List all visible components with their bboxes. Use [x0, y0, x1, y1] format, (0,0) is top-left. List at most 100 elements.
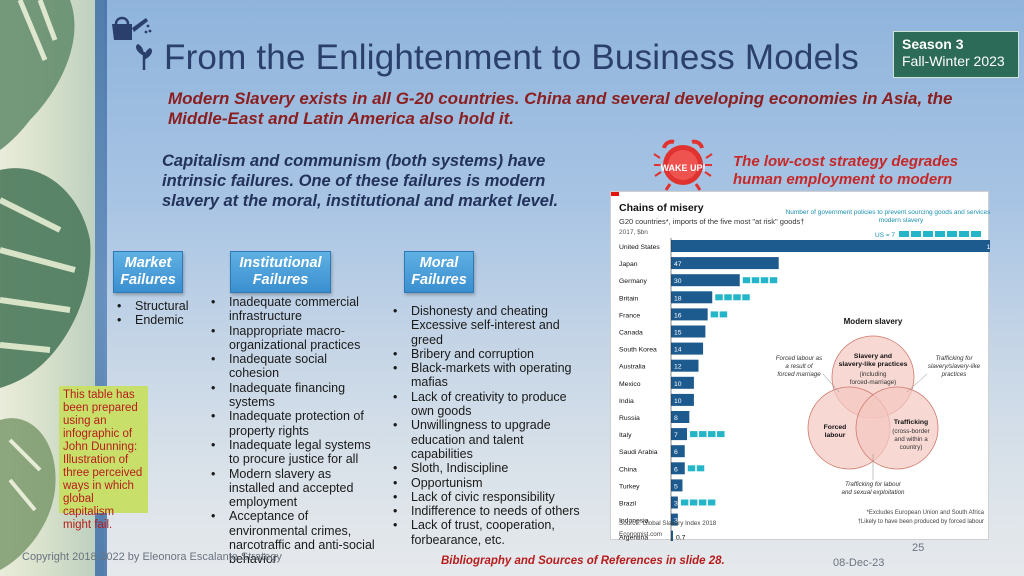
moral-failures-header: Moral Failures: [404, 251, 474, 293]
category-label: Canada: [619, 330, 643, 337]
annotation-bottom-2: and sexual exploitation: [842, 489, 906, 496]
institutional-header-line1: Institutional: [239, 255, 322, 271]
institutional-failure-item: Modern slavery as installed and accepted…: [211, 467, 379, 510]
annotation-right-3: practices: [941, 371, 967, 378]
policy-square: [717, 431, 725, 438]
moral-failure-item: Lack of trust, cooperation, forbearance,…: [393, 518, 581, 547]
bar-value-label: 15: [674, 330, 682, 337]
category-label: Turkey: [619, 483, 640, 490]
chart-credit: Economist.com: [619, 531, 662, 538]
copyright-text: Copyright 2018-2022 by Eleonora Escalant…: [22, 551, 282, 563]
policy-square: [733, 294, 741, 301]
category-label: South Korea: [619, 347, 657, 354]
moral-failures-list: Dishonesty and cheating Excessive self-i…: [393, 304, 581, 547]
institutional-failures-list: Inadequate commercial infrastructureInap…: [211, 295, 379, 567]
moral-failure-item: Unwillingness to upgrade education and t…: [393, 418, 581, 461]
market-failures-header: Market Failures: [113, 251, 183, 293]
institutional-failure-item: Inadequate social cohesion: [211, 352, 379, 381]
category-label: Russia: [619, 415, 640, 422]
venn-top-label: Slavery and: [854, 353, 892, 360]
institutional-failures-header: Institutional Failures: [230, 251, 331, 293]
chart-title: Chains of misery: [619, 202, 704, 214]
policy-square: [959, 231, 969, 237]
bar-value-label: 12: [674, 364, 682, 371]
market-failures-list: StructuralEndemic: [117, 299, 195, 328]
policy-square: [707, 499, 716, 506]
bar-value-label: 5: [674, 483, 678, 490]
annotation-bottom-1: Trafficking for labour: [845, 481, 902, 488]
policy-square: [710, 311, 719, 318]
bar-value-label: 6: [674, 466, 678, 473]
footnote-2: †Likely to have been produced by forced …: [858, 519, 984, 525]
season-badge: Season 3 Fall-Winter 2023: [893, 31, 1019, 78]
bar: [671, 240, 1001, 252]
chart-svg: Chains of misery G20 countries*, imports…: [611, 192, 1017, 548]
bibliography-note: Bibliography and Sources of References i…: [441, 555, 725, 567]
institutional-header-line2: Failures: [252, 272, 309, 288]
venn-left-label: Forced: [824, 424, 847, 431]
bar: [671, 342, 704, 355]
bar: [671, 257, 779, 270]
category-label: Argentina: [619, 535, 648, 541]
policy-square: [760, 277, 769, 284]
bar-group: United States 144 US = 7 Japan 47 Germany 30 Br…: [619, 231, 1001, 548]
institutional-failure-item: Inadequate commercial infrastructure: [211, 295, 379, 324]
category-label: France: [619, 312, 640, 319]
source-note: This table has been prepared using an in…: [59, 386, 148, 531]
bar-value-label: 8: [674, 415, 678, 422]
bar-value-label: 7: [674, 432, 678, 439]
category-label: Saudi Arabia: [619, 449, 658, 456]
annotation-right-1: Trafficking for: [935, 355, 973, 362]
economist-red-tag: [611, 192, 619, 196]
policy-square: [708, 431, 716, 438]
bar-value-label: 30: [674, 278, 682, 285]
bar: [671, 376, 694, 389]
intro-text: Capitalism and communism (both systems) …: [162, 152, 559, 210]
season-label: Season 3: [902, 36, 964, 52]
venn-right-label: Trafficking: [894, 419, 928, 426]
moral-failure-item: Indifference to needs of others: [393, 504, 581, 519]
policy-square: [751, 277, 760, 284]
institutional-failure-item: Inadequate protection of property rights: [211, 409, 379, 438]
bar: [671, 291, 713, 304]
policy-square: [715, 294, 723, 301]
category-label: Japan: [619, 261, 638, 268]
market-header-line2: Failures: [120, 272, 176, 288]
venn-left-label-2: labour: [825, 432, 846, 439]
bar: [671, 359, 699, 372]
chart-subtitle: G20 countries*, imports of the five most…: [619, 217, 804, 226]
institutional-failure-item: Inappropriate macro-organizational pract…: [211, 324, 379, 353]
moral-failure-item: Opportunism: [393, 476, 581, 491]
page-number: 25: [912, 542, 925, 554]
bar: [671, 308, 708, 321]
moral-failure-item: Black-markets with operating mafias: [393, 361, 581, 390]
policy-square: [971, 231, 981, 237]
chart-source: Source: Global Slavery Index 2018: [619, 520, 717, 527]
bar: [671, 479, 683, 492]
category-label: Britain: [619, 295, 638, 302]
bar-value-label: 3: [674, 518, 678, 525]
policy-square: [719, 311, 728, 318]
category-label: Indonesia: [619, 518, 649, 525]
venn-right-sub-3: country): [900, 444, 923, 451]
annotation-left-1: Forced labour as: [776, 355, 822, 362]
bar-value-label: 6: [674, 449, 678, 456]
monstera-leaf-graphic: [0, 0, 91, 570]
bar: [671, 513, 678, 526]
policy-square: [911, 231, 921, 237]
alarm-clock-icon: WAKE UP!: [653, 139, 713, 191]
venn-title: Modern slavery: [844, 317, 903, 326]
institutional-failure-item: Inadequate legal systems to procure just…: [211, 438, 379, 467]
bar: [671, 393, 694, 406]
bar-value-label: 16: [674, 312, 682, 319]
policy-square: [923, 231, 933, 237]
alarm-label: WAKE UP!: [661, 163, 706, 173]
us-policy-label: US = 7: [875, 232, 895, 239]
category-label: Italy: [619, 432, 632, 439]
institutional-failure-item: Acceptance of environmental crimes, narc…: [211, 509, 379, 566]
bar: [671, 462, 685, 475]
bar-value-label: 0.7: [676, 535, 686, 541]
bar-value-label: 3: [674, 501, 678, 508]
title-part-2: Enlightenment to Business Models: [315, 38, 859, 77]
venn-top-sub-2: forced-marriage): [850, 379, 897, 386]
